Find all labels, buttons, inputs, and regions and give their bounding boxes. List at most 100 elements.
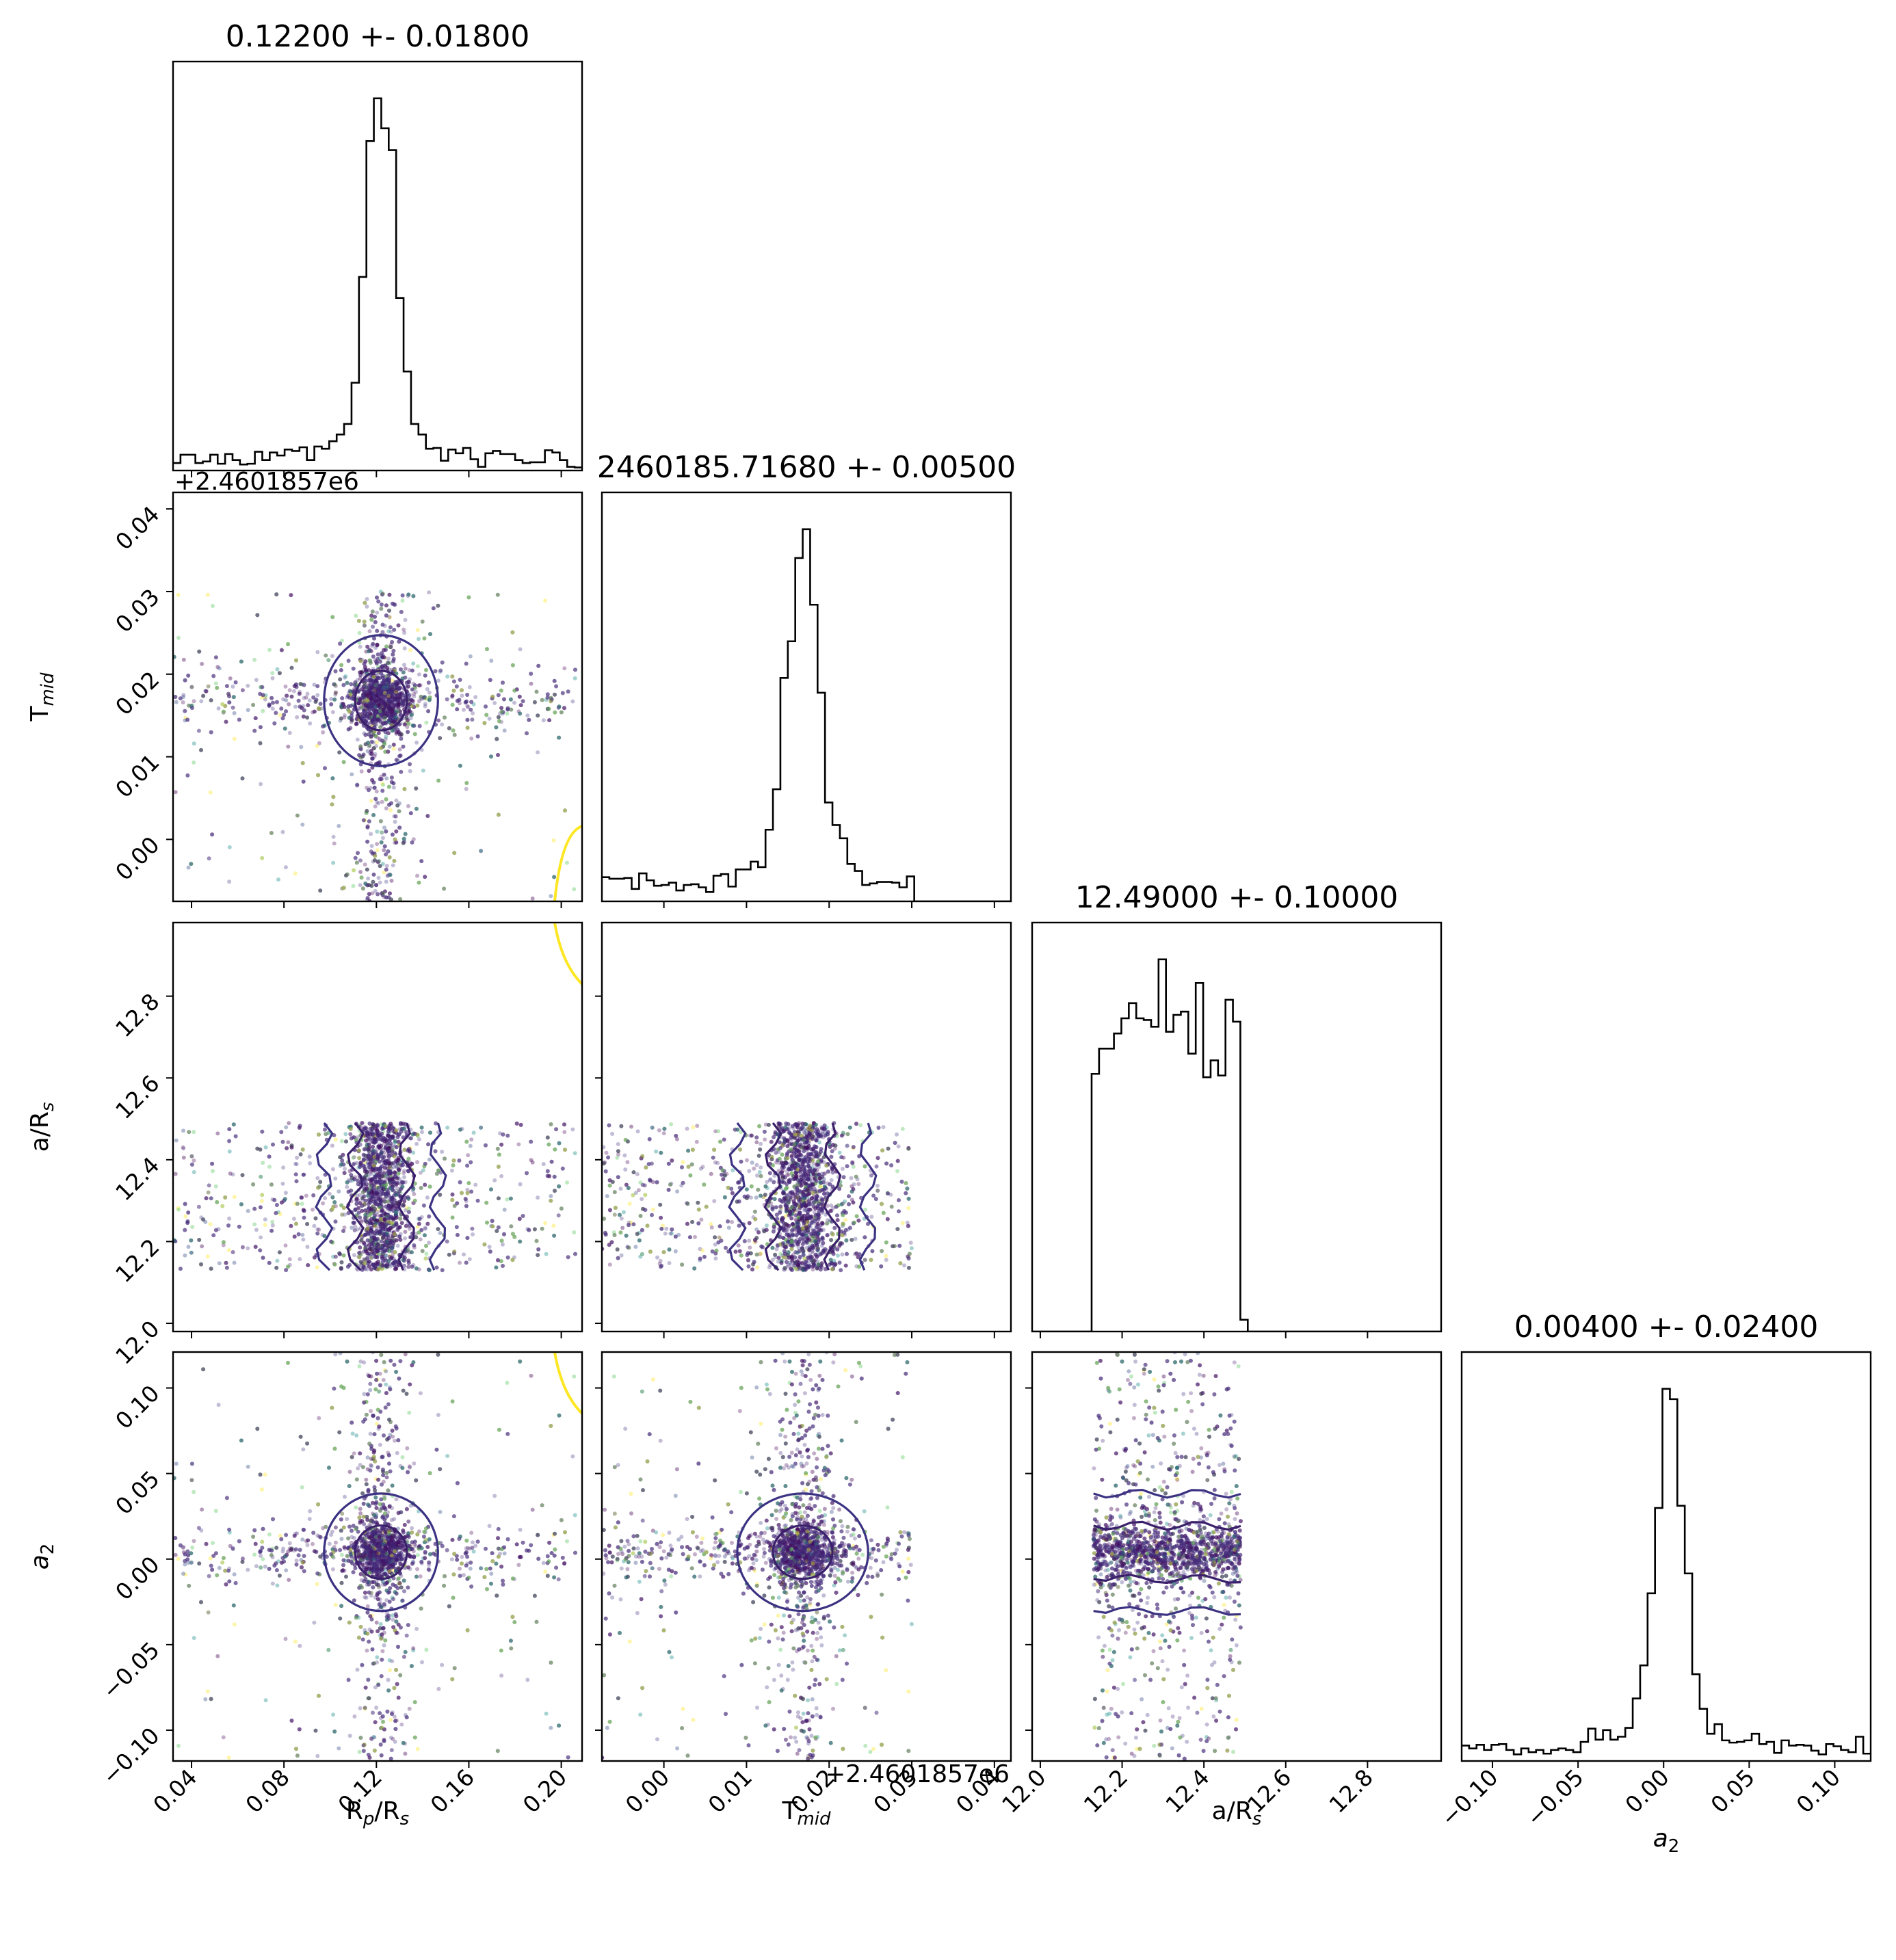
sample-point <box>321 730 326 734</box>
sample-point <box>393 837 397 842</box>
sample-point <box>391 657 396 661</box>
sample-point <box>274 592 279 597</box>
sample-point <box>377 710 382 715</box>
sample-point <box>286 744 291 749</box>
sample-point <box>213 655 218 660</box>
sample-point <box>401 1171 406 1176</box>
sample-point <box>386 657 391 661</box>
sample-point <box>367 714 371 719</box>
sample-point <box>371 654 376 659</box>
sample-point <box>449 695 454 700</box>
sample-point <box>394 829 399 834</box>
sample-point <box>260 685 265 689</box>
sample-point <box>183 718 187 723</box>
sample-point <box>382 696 387 700</box>
sample-point <box>403 721 408 726</box>
sample-point <box>347 709 352 714</box>
sample-point <box>300 822 305 827</box>
sample-point <box>221 709 226 714</box>
sample-point <box>397 825 402 830</box>
sample-point <box>317 706 322 711</box>
sample-point <box>388 873 393 877</box>
sample-point <box>330 1167 335 1171</box>
sample-point <box>391 781 396 786</box>
sample-point <box>342 715 347 720</box>
sample-point <box>393 840 397 845</box>
sample-point <box>284 698 289 702</box>
panel-frame <box>601 491 1012 903</box>
sample-point <box>393 689 398 694</box>
sample-point <box>406 680 411 685</box>
sample-point <box>411 699 416 704</box>
sample-point <box>397 702 401 707</box>
sample-point <box>386 705 391 710</box>
sample-point <box>489 659 494 663</box>
sample-point <box>384 776 389 781</box>
sample-point <box>337 1189 341 1194</box>
sample-point <box>372 786 377 791</box>
sample-point <box>527 717 531 722</box>
sample-point <box>339 638 344 643</box>
sample-point <box>391 714 395 719</box>
sample-point <box>270 1219 275 1224</box>
sample-point <box>363 659 368 664</box>
sample-point <box>330 1143 334 1148</box>
sample-point <box>397 702 401 706</box>
sample-point <box>294 658 298 663</box>
sample-point <box>364 649 369 654</box>
sample-point <box>544 698 549 702</box>
sample-point <box>525 713 530 718</box>
sample-point <box>321 1201 326 1206</box>
sample-point <box>378 777 382 782</box>
sample-point <box>305 715 310 720</box>
sample-point <box>415 1160 419 1165</box>
sample-point <box>362 692 367 697</box>
sample-point <box>382 685 386 689</box>
sample-point <box>422 695 427 700</box>
sample-point <box>375 676 380 680</box>
sample-point <box>382 772 386 777</box>
sample-point <box>380 862 385 866</box>
sample-point <box>204 689 209 693</box>
sample-point <box>373 678 378 683</box>
sample-point <box>438 736 443 741</box>
sample-point <box>315 650 320 654</box>
sample-point <box>403 1236 408 1241</box>
sample-point <box>371 673 376 678</box>
sample-point <box>346 727 351 732</box>
sample-point <box>397 696 402 700</box>
sample-point <box>393 683 398 687</box>
sample-point <box>254 678 259 683</box>
sample-point <box>363 742 368 747</box>
sample-point <box>383 663 388 667</box>
sample-point <box>394 691 399 696</box>
sample-point <box>267 648 272 652</box>
sample-point <box>499 1174 504 1178</box>
sample-point <box>338 641 343 646</box>
sample-point <box>380 714 384 719</box>
sample-point <box>396 702 401 707</box>
sample-point <box>389 642 393 647</box>
sample-point <box>570 1127 575 1132</box>
sample-point <box>362 713 366 717</box>
sample-point <box>381 708 385 713</box>
sample-point <box>254 1228 259 1232</box>
sample-point <box>375 595 379 600</box>
sample-point <box>272 721 277 726</box>
sample-point <box>405 718 410 723</box>
sample-point <box>400 593 405 598</box>
sample-point <box>365 711 369 716</box>
sample-point <box>411 1150 416 1155</box>
sample-point <box>380 592 385 596</box>
sample-point <box>369 1171 373 1176</box>
sample-point <box>406 721 411 726</box>
sample-point <box>387 687 392 692</box>
sample-point <box>502 697 506 702</box>
sample-point <box>381 721 386 726</box>
sample-point <box>371 685 376 689</box>
y-tick-label: 0.00 <box>110 831 165 886</box>
sample-point <box>545 692 550 697</box>
sample-point <box>374 883 378 888</box>
sample-point <box>373 620 378 624</box>
sample-point <box>378 702 382 707</box>
